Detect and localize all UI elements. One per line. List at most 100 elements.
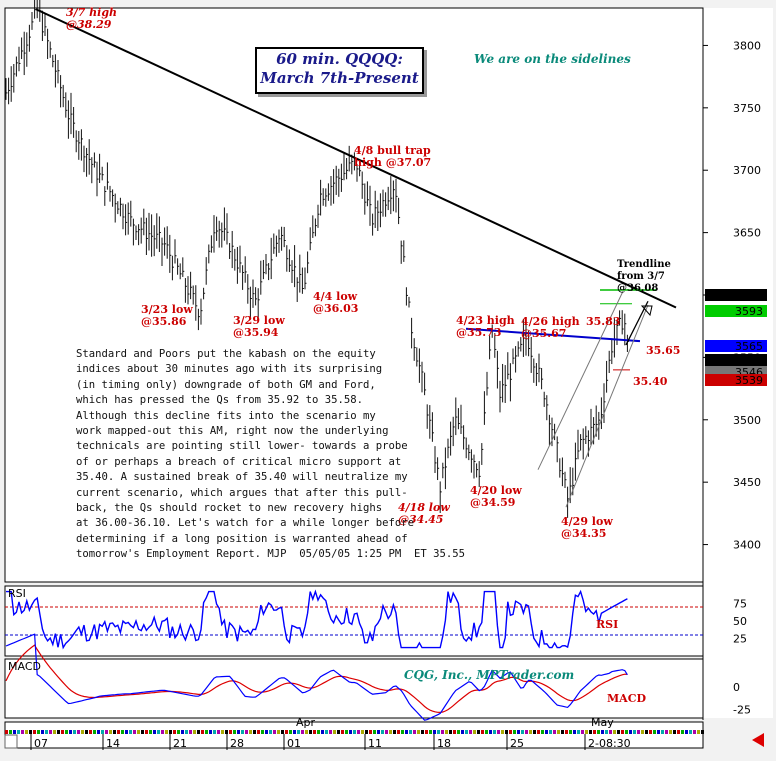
time-strip-cell <box>477 730 480 734</box>
y-tick-label: 3500 <box>733 414 761 427</box>
time-strip-cell <box>233 730 236 734</box>
annotation-trendline: from 3/7 <box>617 271 665 282</box>
y-tick-label: 3450 <box>733 476 761 489</box>
resistance-line <box>465 327 641 343</box>
annotation-bull-trap: 4/8 bull trap <box>354 144 431 157</box>
month-label: May <box>591 716 614 729</box>
time-strip-cell <box>457 730 460 734</box>
time-strip-cell <box>181 730 184 734</box>
time-strip-cell <box>413 730 416 734</box>
time-strip-cell <box>221 730 224 734</box>
time-strip-cell <box>485 730 488 734</box>
time-strip-cell <box>13 730 16 734</box>
macd-signal-line <box>5 644 628 714</box>
commentary-line: (in timing only) downgrade of both GM an… <box>76 378 376 391</box>
time-strip-cell <box>121 730 124 734</box>
macd-panel-label: MACD <box>8 660 41 673</box>
rsi-tick-label: 75 <box>733 598 747 611</box>
time-strip-cell <box>397 730 400 734</box>
arrow-head <box>640 305 653 317</box>
time-strip-cell <box>157 730 160 734</box>
time-strip-cell <box>693 730 696 734</box>
annotation-apr26-high: 4/26 high <box>521 315 580 328</box>
annotation-apr29-low: 4/29 low <box>561 515 613 528</box>
time-strip-cell <box>665 730 668 734</box>
scroll-left-button[interactable] <box>4 734 18 749</box>
x-tick-label: 18 <box>437 737 451 750</box>
time-strip-cell <box>313 730 316 734</box>
x-tick-label: 21 <box>173 737 187 750</box>
time-strip-cell <box>269 730 272 734</box>
annotation-recent-high: 35.83 <box>586 315 620 328</box>
time-strip-cell <box>229 730 232 734</box>
annotation-bull-trap: high @37.07 <box>354 156 431 169</box>
time-strip-cell <box>401 730 404 734</box>
time-strip-cell <box>353 730 356 734</box>
x-tick-label: 25 <box>510 737 524 750</box>
time-strip-cell <box>617 730 620 734</box>
time-strip-cell <box>361 730 364 734</box>
rsi-panel-label: RSI <box>8 587 26 600</box>
time-strip-cell <box>365 730 368 734</box>
commentary-line: 35.40. A sustained break of 35.40 will n… <box>76 471 408 484</box>
commentary-line: technicals are pointing still lower- tow… <box>76 440 408 453</box>
time-strip-cell <box>77 730 80 734</box>
time-strip-cell <box>197 730 200 734</box>
time-strip-cell <box>333 730 336 734</box>
time-strip-cell <box>425 730 428 734</box>
y-tick-label: 3400 <box>733 539 761 552</box>
time-strip-cell <box>449 730 452 734</box>
credit-text: CQG, Inc., MPTrader.com <box>404 668 575 682</box>
time-strip-cell <box>393 730 396 734</box>
time-strip-cell <box>593 730 596 734</box>
time-strip-cell <box>177 730 180 734</box>
annotation-apr20-low: @34.59 <box>470 496 515 509</box>
time-strip-cell <box>109 730 112 734</box>
time-strip-cell <box>513 730 516 734</box>
month-label: Apr <box>296 716 316 729</box>
time-strip-cell <box>441 730 444 734</box>
time-strip-cell <box>289 730 292 734</box>
scroll-arrow-icon[interactable] <box>752 733 764 747</box>
time-strip-cell <box>125 730 128 734</box>
time-strip-cell <box>613 730 616 734</box>
time-strip-cell <box>81 730 84 734</box>
time-strip-cell <box>69 730 72 734</box>
annotation-apr23-high: 4/23 high <box>456 314 515 327</box>
time-strip-cell <box>37 730 40 734</box>
time-strip-cell <box>645 730 648 734</box>
time-strip-cell <box>137 730 140 734</box>
time-strip-cell <box>517 730 520 734</box>
annotation-level-3540: 35.40 <box>633 375 668 388</box>
price-bars <box>5 0 629 518</box>
time-strip-cell <box>281 730 284 734</box>
time-strip-cell <box>385 730 388 734</box>
time-strip-cell <box>17 730 20 734</box>
time-strip-cell <box>429 730 432 734</box>
time-strip-cell <box>597 730 600 734</box>
time-strip-cell <box>569 730 572 734</box>
commentary-line: determining if a long position is warran… <box>76 532 408 545</box>
commentary-text: Standard and Poors put the kabash on the… <box>76 347 465 563</box>
commentary-line: of or perhaps a breach of critical micro… <box>76 455 402 468</box>
time-strip-cell <box>29 730 32 734</box>
rsi-tick-label: 50 <box>733 615 747 628</box>
annotation-apr4-low: @36.03 <box>313 302 358 315</box>
time-strip-cell <box>621 730 624 734</box>
time-strip-cell <box>25 730 28 734</box>
price-tag-bg <box>705 340 767 352</box>
annotation-mar23-low: 3/23 low <box>141 303 193 316</box>
time-strip-cell <box>685 730 688 734</box>
time-strip-cell <box>321 730 324 734</box>
time-strip-cell <box>261 730 264 734</box>
price-tag-label: 3593 <box>735 305 763 318</box>
time-strip-cell <box>377 730 380 734</box>
annotation-apr4-low: 4/4 low <box>313 290 358 303</box>
time-strip-cell <box>241 730 244 734</box>
annotation-apr18-low: 4/18 low <box>398 501 450 514</box>
commentary-line: indices about 30 minutes ago with its su… <box>76 363 383 376</box>
x-tick-label: 11 <box>368 737 382 750</box>
macd-tick-label: 0 <box>733 681 740 694</box>
time-strip-cell <box>505 730 508 734</box>
commentary-line: back, the Qs should rocket to new recove… <box>76 502 383 515</box>
